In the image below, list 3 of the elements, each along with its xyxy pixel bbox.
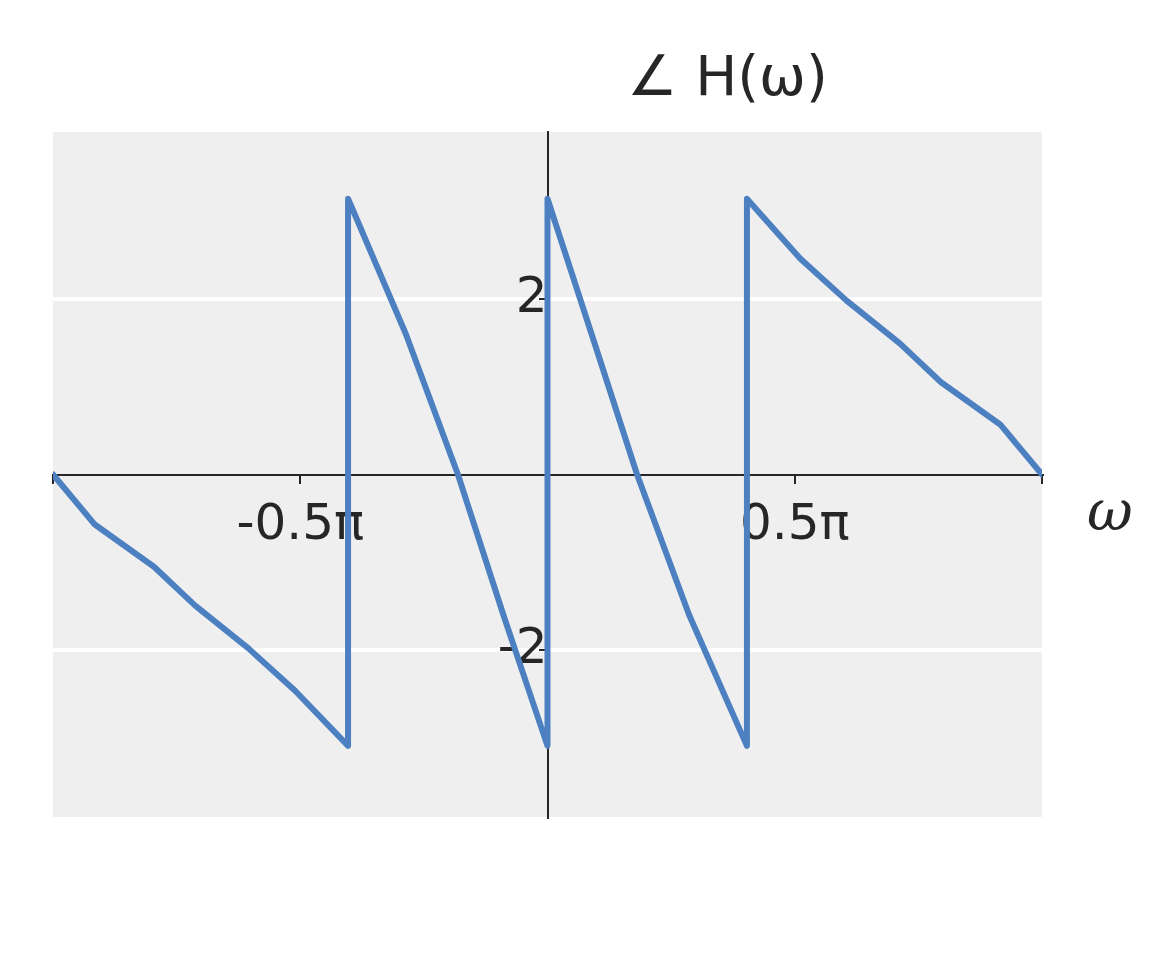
x-axis-title: ω <box>1087 477 1133 543</box>
y-tick-label: 2 <box>515 265 548 324</box>
chart-title: ∠ H(ω) <box>627 43 828 108</box>
